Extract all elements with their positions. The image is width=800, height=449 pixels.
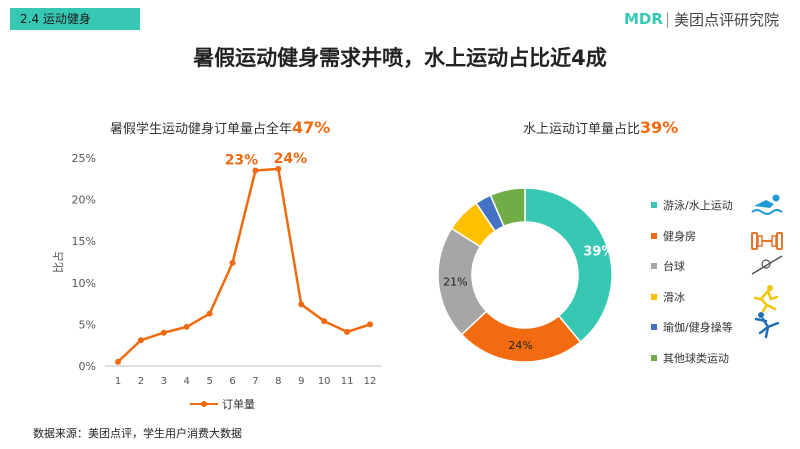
logo-text: 美团点评研究院 bbox=[674, 10, 780, 29]
y-tick-label: 20% bbox=[72, 194, 96, 207]
legend-swatch bbox=[651, 293, 657, 300]
x-tick-label: 12 bbox=[364, 376, 377, 387]
data-point bbox=[115, 358, 121, 365]
x-tick-label: 1 bbox=[115, 376, 121, 387]
legend-item: 游泳/水上运动 bbox=[651, 197, 733, 213]
billiards-cue-icon bbox=[751, 255, 783, 275]
swimmer-body bbox=[754, 200, 774, 208]
legend-label: 其他球类运动 bbox=[663, 351, 729, 365]
legend-label: 游泳/水上运动 bbox=[663, 199, 733, 212]
data-point bbox=[252, 167, 259, 174]
legend-swatch bbox=[651, 202, 657, 208]
legend-label: 瑜伽/健身操等 bbox=[663, 321, 733, 334]
legend-label: 健身房 bbox=[663, 229, 696, 243]
y-tick-label: 25% bbox=[72, 152, 96, 165]
data-point bbox=[344, 328, 351, 335]
data-point bbox=[298, 301, 305, 308]
legend-label: 台球 bbox=[663, 260, 685, 273]
x-tick-label: 6 bbox=[229, 376, 235, 387]
legend-swatch bbox=[651, 263, 657, 269]
data-point bbox=[367, 321, 373, 328]
x-tick-label: 7 bbox=[252, 376, 258, 387]
yoga-body bbox=[754, 317, 780, 339]
data-point bbox=[206, 310, 213, 317]
data-point bbox=[229, 259, 236, 266]
x-tick-label: 4 bbox=[184, 376, 190, 387]
cue-stick bbox=[751, 255, 783, 275]
section-tag: 2.4 运动健身 bbox=[10, 8, 140, 30]
page-title: 暑假运动健身需求井喷，水上运动占比近4成 bbox=[193, 46, 607, 70]
slice-label: 21% bbox=[443, 276, 467, 289]
skater-icon bbox=[753, 285, 779, 313]
line-legend-marker bbox=[190, 401, 218, 407]
data-point bbox=[137, 337, 144, 344]
dumbbell-plate bbox=[757, 235, 763, 247]
line-legend: 订单量 bbox=[190, 396, 255, 412]
donut-slice bbox=[489, 187, 526, 228]
slice-label: 24% bbox=[508, 339, 532, 352]
y-tick-label: 15% bbox=[72, 235, 96, 248]
dumbbell-plate bbox=[776, 232, 783, 250]
brand-logo: MDR | 美团点评研究院 bbox=[624, 8, 779, 30]
yoga-pose-icon bbox=[754, 312, 780, 339]
x-tick-label: 11 bbox=[341, 376, 354, 387]
x-tick-label: 5 bbox=[206, 376, 212, 387]
legend-item: 滑冰 bbox=[651, 289, 685, 305]
line-legend-label: 订单量 bbox=[222, 398, 255, 411]
billiard-ball bbox=[761, 259, 771, 269]
y-axis-label: 比占 bbox=[51, 251, 65, 273]
data-point bbox=[183, 323, 190, 330]
data-source-note: 数据来源：美团点评，学生用户消费大数据 bbox=[33, 427, 242, 440]
dumbbell-icon bbox=[751, 232, 783, 250]
legend-label: 滑冰 bbox=[663, 290, 685, 304]
data-point bbox=[160, 329, 167, 336]
legend-swatch bbox=[651, 324, 657, 330]
donut-subtitle-text: 水上运动订单量占比 bbox=[523, 122, 641, 137]
dumbbell-plate bbox=[771, 235, 777, 247]
line-subtitle-highlight: 47% bbox=[292, 118, 331, 137]
slice-label: 39% bbox=[583, 244, 614, 259]
donut-chart-subtitle: 水上运动订单量占比39% bbox=[523, 118, 678, 137]
series-line-orders bbox=[117, 167, 371, 363]
x-tick-label: 9 bbox=[298, 376, 304, 387]
y-tick-label: 0% bbox=[79, 360, 96, 373]
legend-swatch bbox=[651, 354, 657, 361]
legend-item: 瑜伽/健身操等 bbox=[651, 319, 733, 335]
legend-item: 台球 bbox=[651, 258, 685, 274]
y-tick-label: 5% bbox=[79, 318, 96, 331]
swimmer-icon bbox=[751, 194, 783, 215]
y-tick-label: 10% bbox=[72, 277, 96, 290]
yoga-head bbox=[758, 312, 764, 318]
data-point bbox=[321, 318, 328, 325]
x-tick-label: 3 bbox=[161, 376, 167, 387]
legend-swatch bbox=[651, 232, 657, 239]
dumbbell-plate bbox=[751, 232, 758, 250]
donut-slice bbox=[524, 187, 613, 344]
logo-separator: | bbox=[664, 10, 670, 28]
skater-head bbox=[767, 285, 773, 291]
donut-subtitle-highlight: 39% bbox=[640, 118, 679, 137]
data-point bbox=[275, 165, 282, 172]
line-chart-subtitle: 暑假学生运动健身订单量占全年47% bbox=[110, 118, 330, 137]
data-label: 24% bbox=[274, 151, 308, 167]
logo-mark: MDR bbox=[624, 10, 663, 28]
data-label: 23% bbox=[225, 152, 259, 168]
skater-body bbox=[753, 289, 779, 313]
legend-item: 健身房 bbox=[651, 228, 696, 244]
swimmer-wave bbox=[751, 209, 783, 215]
legend-item: 其他球类运动 bbox=[651, 350, 729, 366]
swimmer-head bbox=[772, 194, 780, 202]
x-tick-label: 10 bbox=[318, 376, 331, 387]
x-tick-label: 8 bbox=[275, 376, 281, 387]
line-subtitle-text: 暑假学生运动健身订单量占全年 bbox=[110, 122, 293, 137]
x-tick-label: 2 bbox=[138, 376, 144, 387]
